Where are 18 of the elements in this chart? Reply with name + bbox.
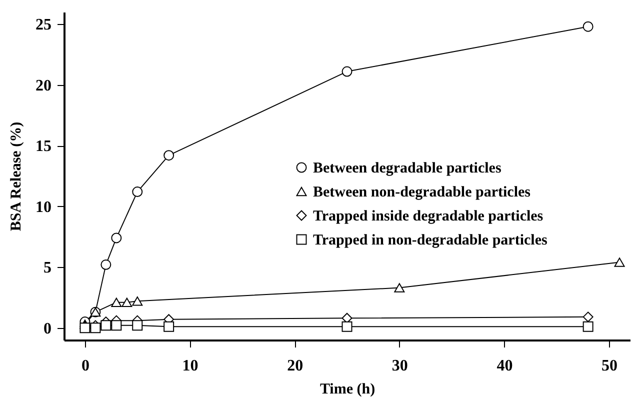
y-tick-label: 25 (36, 16, 52, 34)
legend-label: Between degradable particles (313, 160, 502, 176)
y-tick-label: 0 (44, 320, 52, 338)
x-tick-label: 40 (496, 358, 513, 374)
legend-label: Trapped in non-degradable particles (313, 232, 548, 248)
x-tick-label: 20 (287, 358, 304, 374)
y-axis-title: BSA Release (%) (8, 122, 24, 232)
y-tick-label: 5 (44, 260, 52, 277)
x-tick-label: 10 (182, 358, 198, 374)
x-tick-label: 0 (81, 358, 90, 374)
y-tick-label: 20 (36, 77, 52, 94)
legend-label: Between non-degradable particles (313, 184, 531, 200)
y-tick-label: 15 (36, 138, 52, 156)
x-axis-title: Time (h) (320, 382, 376, 398)
legend-label: Trapped inside degradable particles (313, 208, 544, 224)
x-tick-label: 30 (392, 358, 408, 374)
y-tick-label: 10 (36, 198, 52, 216)
x-tick-label: 50 (602, 358, 618, 374)
